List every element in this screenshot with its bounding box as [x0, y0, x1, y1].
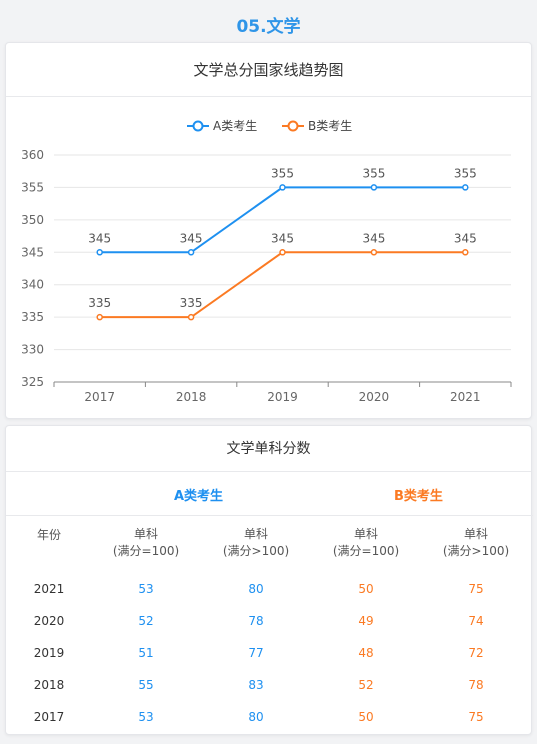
data-label: 335: [180, 296, 203, 310]
cell-b2: 78: [468, 678, 484, 692]
cell-a2: 80: [248, 710, 264, 724]
cell-a1: 51: [138, 646, 154, 660]
y-tick-label: 340: [21, 278, 44, 292]
column-header-a1-line2: (满分=100): [112, 544, 180, 558]
legend-marker: [287, 120, 299, 132]
cell-b1: 49: [358, 614, 374, 628]
table-row: 2019 51 77 48 72: [6, 646, 533, 678]
data-label: 345: [271, 231, 294, 245]
cell-b1: 48: [358, 646, 374, 660]
cell-year: 2018: [33, 678, 65, 692]
cell-b1: 50: [358, 582, 374, 596]
cell-year: 2017: [33, 710, 65, 724]
data-label: 335: [88, 296, 111, 310]
column-header-b1-line2: (满分=100): [332, 544, 400, 558]
data-point: [279, 184, 286, 191]
table-title: 文学单科分数: [6, 426, 531, 472]
column-header-b2: 单科 (满分>100): [436, 526, 516, 560]
column-header-b2-line1: 单科: [463, 527, 488, 541]
y-tick-label: 325: [21, 375, 44, 389]
cell-b1: 52: [358, 678, 374, 692]
column-header-a2: 单科 (满分>100): [216, 526, 296, 560]
table-row: 2018 55 83 52 78: [6, 678, 533, 710]
group-a-label: A类考生: [174, 489, 224, 504]
cell-b2: 74: [468, 614, 484, 628]
group-header-row: A类考生 B类考生: [6, 472, 533, 516]
cell-a2: 77: [248, 646, 264, 660]
group-b-label: B类考生: [394, 489, 443, 504]
column-header-b1: 单科 (满分=100): [326, 526, 406, 560]
y-tick-label: 360: [21, 148, 44, 162]
cell-b2: 75: [468, 710, 484, 724]
cell-a2: 80: [248, 582, 264, 596]
cell-a2: 78: [248, 614, 264, 628]
data-point: [462, 184, 469, 191]
cell-b2: 75: [468, 582, 484, 596]
data-point: [370, 184, 378, 191]
score-table-card: 文学单科分数 A类考生 B类考生 年份 单科 (满分=100) 单科 (满分>1…: [5, 425, 533, 735]
x-tick-label: 2020: [359, 390, 390, 404]
cell-a1: 53: [138, 710, 154, 724]
x-tick-label: 2019: [267, 390, 298, 404]
data-point: [370, 249, 378, 256]
column-header-a2-line1: 单科: [243, 527, 268, 541]
data-label: 345: [88, 231, 111, 245]
y-tick-label: 355: [21, 180, 44, 194]
cell-a1: 53: [138, 582, 154, 596]
column-header-a2-line2: (满分>100): [222, 544, 290, 558]
line-chart: 325 330 335 340 345 350 355 360 2017 2018 2019 2020…: [21, 119, 512, 404]
y-tick-label: 330: [21, 343, 44, 357]
table-row: 2020 52 78 49 74: [6, 614, 533, 646]
legend-label: B类考生: [308, 119, 352, 133]
data-label: 355: [362, 166, 385, 180]
cell-a1: 52: [138, 614, 154, 628]
table-row: 2021 53 80 50 75: [6, 582, 533, 614]
data-label: 355: [271, 166, 294, 180]
chart-card: 文学总分国家线趋势图 325 330 335 340 345 350 355 360 2017 2…: [5, 42, 532, 419]
data-point: [96, 249, 103, 256]
legend-marker: [192, 120, 204, 132]
x-tick-label: 2018: [176, 390, 207, 404]
column-header-a1-line1: 单科: [133, 527, 158, 541]
data-label: 345: [180, 231, 203, 245]
cell-a1: 55: [138, 678, 154, 692]
chart-title: 文学总分国家线趋势图: [6, 43, 531, 97]
data-point: [96, 313, 103, 321]
table-row: 2017 53 80 50 75: [6, 710, 533, 742]
data-label: 345: [362, 231, 385, 245]
cell-b1: 50: [358, 710, 374, 724]
column-header-a1: 单科 (满分=100): [106, 526, 186, 560]
legend-label: A类考生: [213, 119, 257, 133]
cell-b2: 72: [468, 646, 484, 660]
data-label: 355: [454, 166, 477, 180]
y-tick-label: 350: [21, 213, 44, 227]
x-tick-label: 2017: [84, 390, 115, 404]
data-point: [279, 249, 286, 256]
cell-year: 2020: [33, 614, 65, 628]
column-header-b2-line2: (满分>100): [442, 544, 510, 558]
section-title: 05.文学: [236, 17, 301, 37]
data-point: [187, 313, 195, 321]
cell-year: 2019: [33, 646, 65, 660]
y-tick-label: 345: [21, 245, 44, 259]
cell-a2: 83: [248, 678, 264, 692]
year-column-header: 年份: [36, 528, 61, 542]
cell-year: 2021: [33, 582, 65, 596]
column-header-b1-line1: 单科: [353, 527, 378, 541]
x-tick-label: 2021: [450, 390, 481, 404]
data-point: [187, 249, 195, 256]
data-label: 345: [454, 231, 477, 245]
data-point: [462, 249, 469, 256]
y-tick-label: 335: [21, 310, 44, 324]
